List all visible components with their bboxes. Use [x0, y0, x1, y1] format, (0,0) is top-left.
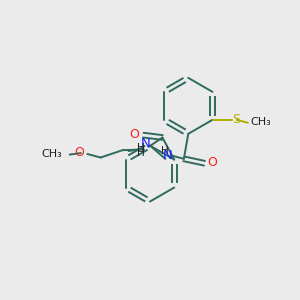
Text: H: H: [161, 146, 169, 156]
Text: O: O: [207, 157, 217, 169]
Text: CH₃: CH₃: [41, 149, 62, 159]
Text: O: O: [130, 128, 140, 141]
Text: H: H: [137, 143, 145, 153]
Text: O: O: [74, 146, 84, 159]
Text: H: H: [137, 148, 145, 158]
Text: CH₃: CH₃: [250, 117, 271, 127]
Text: S: S: [232, 113, 241, 126]
Text: N: N: [163, 149, 172, 162]
Text: N: N: [141, 137, 151, 151]
